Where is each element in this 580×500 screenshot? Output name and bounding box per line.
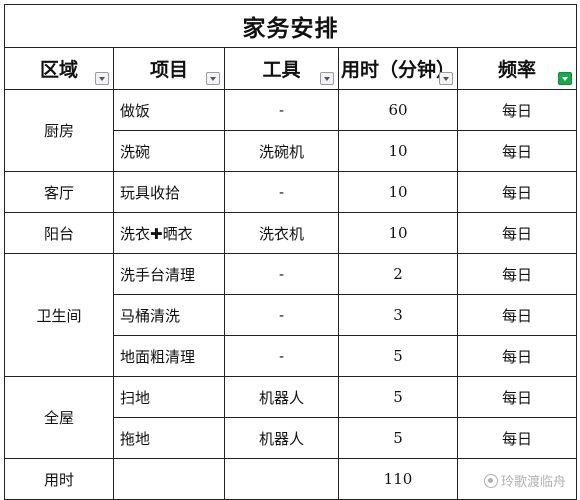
time-cell[interactable]: 60 [338, 89, 458, 131]
filter-dropdown-icon[interactable] [320, 72, 334, 85]
table-row: 客厅 玩具收拾 - 10 每日 [4, 171, 578, 213]
tool-cell[interactable]: - [224, 335, 339, 377]
table-row: 地面粗清理 - 5 每日 [5, 335, 578, 377]
tool-cell[interactable]: 机器人 [224, 376, 339, 418]
tool-cell[interactable]: - [224, 89, 339, 131]
area-cell-kitchen[interactable]: 厨房 [4, 89, 114, 172]
header-time[interactable]: 用时（分钟） [338, 47, 458, 90]
total-row: 用时 110 [4, 458, 578, 500]
item-cell[interactable]: 玩具收拾 [113, 171, 225, 213]
item-cell[interactable]: 马桶清洗 [113, 294, 225, 336]
item-cell[interactable]: 洗衣✚晒衣 [113, 212, 225, 254]
item-cell[interactable]: 做饭 [113, 89, 225, 131]
time-cell[interactable]: 3 [338, 294, 458, 336]
filter-dropdown-icon[interactable] [95, 72, 109, 85]
header-time-label: 用时（分钟） [340, 59, 455, 81]
filter-active-icon[interactable] [558, 72, 573, 85]
item-cell[interactable]: 洗手台清理 [113, 253, 225, 295]
time-cell[interactable]: 2 [338, 253, 458, 295]
watermark-logo-icon [483, 473, 498, 488]
time-cell[interactable]: 10 [338, 171, 458, 213]
watermark: 玲歌渡临舟 [483, 471, 566, 490]
table-row: 洗碗 洗碗机 10 每日 [5, 130, 578, 172]
time-cell[interactable]: 5 [338, 417, 458, 459]
time-cell[interactable]: 5 [338, 376, 458, 418]
plus-icon: ✚ [150, 224, 163, 243]
watermark-text: 玲歌渡临舟 [500, 475, 566, 490]
time-cell[interactable]: 5 [338, 335, 458, 377]
tool-cell[interactable]: - [224, 171, 339, 213]
item-cell[interactable]: 扫地 [113, 376, 225, 418]
empty-cell[interactable] [224, 458, 339, 500]
header-area[interactable]: 区域 [4, 47, 114, 90]
freq-cell[interactable]: 每日 [456, 89, 578, 131]
area-cell-bathroom[interactable]: 卫生间 [4, 253, 114, 377]
table-title[interactable]: 家务安排 [3, 4, 578, 48]
table-row: 阳台 洗衣✚晒衣 洗衣机 10 每日 [4, 212, 578, 254]
item-part-dry: 晒衣 [162, 224, 193, 243]
tool-cell[interactable]: 洗衣机 [224, 212, 339, 254]
freq-cell[interactable]: 每日 [456, 130, 578, 172]
filter-dropdown-icon[interactable] [206, 72, 220, 85]
area-cell-whole-house[interactable]: 全屋 [4, 376, 114, 459]
header-item[interactable]: 项目 [113, 47, 225, 90]
total-label-cell[interactable]: 用时 [4, 458, 114, 500]
freq-cell[interactable]: 每日 [456, 171, 578, 213]
table-row: 卫生间 洗手台清理 - 2 每日 [4, 253, 578, 377]
area-cell-living-room[interactable]: 客厅 [4, 171, 114, 213]
table-row: 马桶清洗 - 3 每日 [5, 294, 578, 336]
freq-cell[interactable]: 每日 [456, 335, 578, 377]
freq-cell[interactable]: 每日 [456, 376, 578, 418]
item-cell[interactable]: 地面粗清理 [113, 335, 225, 377]
freq-cell[interactable]: 每日 [456, 294, 578, 336]
header-freq-label: 频率 [498, 59, 537, 81]
header-item-label: 项目 [149, 59, 188, 81]
total-time-cell[interactable]: 110 [338, 458, 458, 500]
tool-cell[interactable]: 机器人 [224, 417, 339, 459]
item-cell[interactable]: 洗碗 [113, 130, 225, 172]
table-row: 全屋 扫地 机器人 5 每日 [4, 376, 578, 459]
table-row: 厨房 做饭 - 60 每日 [4, 89, 578, 172]
header-tool-label: 工具 [262, 59, 301, 81]
freq-cell[interactable]: 每日 [456, 417, 578, 459]
header-tool[interactable]: 工具 [224, 47, 339, 90]
time-cell[interactable]: 10 [338, 212, 458, 254]
tool-cell[interactable]: - [224, 253, 339, 295]
tool-cell[interactable]: - [224, 294, 339, 336]
freq-cell[interactable]: 每日 [456, 253, 578, 295]
empty-cell[interactable] [113, 458, 225, 500]
item-part-wash: 洗衣 [120, 224, 151, 243]
header-freq[interactable]: 频率 [456, 47, 578, 90]
item-cell[interactable]: 拖地 [113, 417, 225, 459]
freq-cell[interactable]: 每日 [456, 212, 578, 254]
header-area-label: 区域 [39, 59, 78, 81]
filter-dropdown-icon[interactable] [439, 72, 453, 85]
chores-table: 家务安排 区域 项目 工具 用时（分钟） 频率 [3, 4, 578, 500]
empty-cell[interactable] [456, 458, 578, 500]
area-cell-balcony[interactable]: 阳台 [4, 212, 114, 254]
tool-cell[interactable]: 洗碗机 [224, 130, 339, 172]
time-cell[interactable]: 10 [338, 130, 458, 172]
